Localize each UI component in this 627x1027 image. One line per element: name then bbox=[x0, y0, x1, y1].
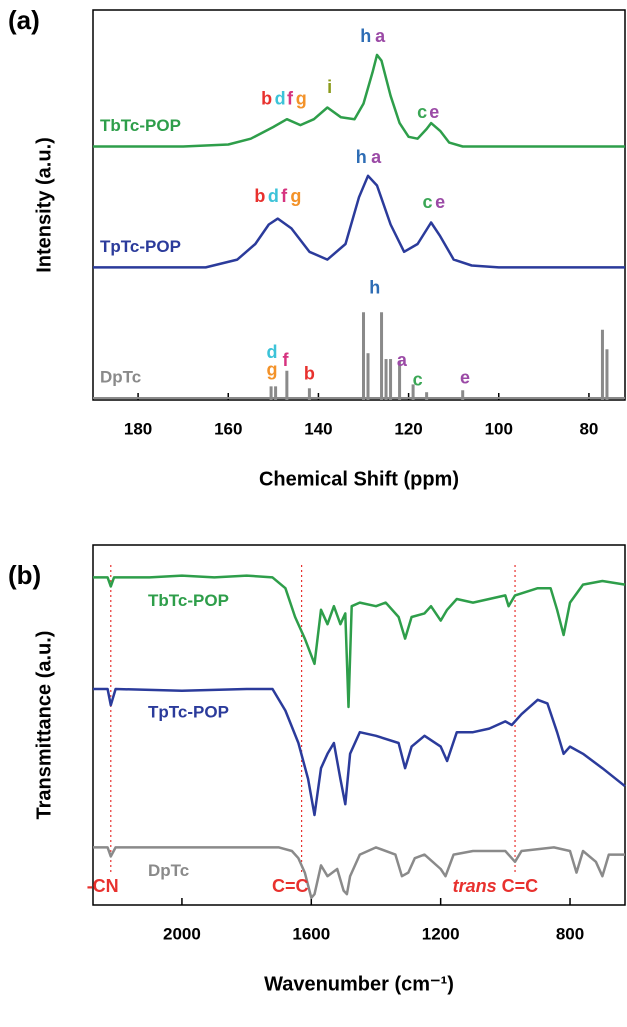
annotation: d bbox=[275, 88, 286, 108]
x-tick-label: 140 bbox=[304, 419, 332, 438]
x-tick-label: 120 bbox=[394, 419, 422, 438]
annotation: b bbox=[254, 186, 265, 206]
x-axis-title: Wavenumber (cm⁻¹) bbox=[264, 973, 454, 995]
x-tick-label: 1600 bbox=[292, 924, 330, 943]
series-label: DpTc bbox=[148, 861, 189, 880]
series-label: TbTc-POP bbox=[148, 591, 229, 610]
annotation: g bbox=[266, 360, 277, 380]
annotation: b bbox=[261, 88, 272, 108]
y-axis-title: Transmittance (a.u.) bbox=[33, 631, 55, 820]
annotation: f bbox=[281, 186, 288, 206]
spectrum-line bbox=[93, 174, 625, 269]
series-label: TpTc-POP bbox=[148, 702, 229, 721]
annotation: c bbox=[417, 102, 427, 122]
annotation: trans bbox=[453, 876, 497, 896]
annotation: e bbox=[435, 192, 445, 212]
plot-frame bbox=[92, 9, 626, 401]
annotation: d bbox=[266, 342, 277, 362]
annotation: h bbox=[369, 278, 380, 298]
spectrum-line bbox=[93, 53, 625, 148]
annotation: h bbox=[360, 26, 371, 46]
annotation: e bbox=[429, 102, 439, 122]
x-tick-label: 1200 bbox=[422, 924, 460, 943]
annotation: g bbox=[296, 88, 307, 108]
panel-label: (a) bbox=[8, 5, 40, 35]
series-label: DpTc bbox=[100, 367, 141, 386]
x-tick-label: 800 bbox=[556, 924, 584, 943]
annotation: -CN bbox=[87, 876, 119, 896]
plot-frame bbox=[92, 544, 626, 906]
x-tick-label: 180 bbox=[124, 419, 152, 438]
annotation: a bbox=[371, 147, 382, 167]
spectrum-line bbox=[93, 574, 626, 709]
annotation: h bbox=[356, 147, 367, 167]
annotation: b bbox=[304, 363, 315, 383]
annotation: d bbox=[268, 186, 279, 206]
annotation: a bbox=[375, 26, 386, 46]
annotation: f bbox=[283, 350, 290, 370]
annotation: i bbox=[327, 77, 332, 97]
annotation: e bbox=[460, 367, 470, 387]
x-tick-label: 2000 bbox=[163, 924, 201, 943]
annotation: f bbox=[287, 88, 294, 108]
series-label: TpTc-POP bbox=[100, 237, 181, 256]
annotation: c bbox=[413, 369, 423, 389]
panel-label: (b) bbox=[8, 560, 41, 590]
annotation: a bbox=[397, 350, 408, 370]
annotation: g bbox=[290, 186, 301, 206]
series-label: TbTc-POP bbox=[100, 116, 181, 135]
x-tick-label: 80 bbox=[579, 419, 598, 438]
x-axis-title: Chemical Shift (ppm) bbox=[259, 468, 459, 490]
y-axis-title: Intensity (a.u.) bbox=[33, 137, 55, 273]
x-tick-label: 100 bbox=[485, 419, 513, 438]
annotation: C=C bbox=[502, 876, 539, 896]
annotation: C=C bbox=[272, 876, 309, 896]
x-tick-label: 160 bbox=[214, 419, 242, 438]
spectrum-line bbox=[93, 687, 626, 817]
annotation: c bbox=[423, 192, 433, 212]
spectrum-line bbox=[93, 846, 625, 900]
